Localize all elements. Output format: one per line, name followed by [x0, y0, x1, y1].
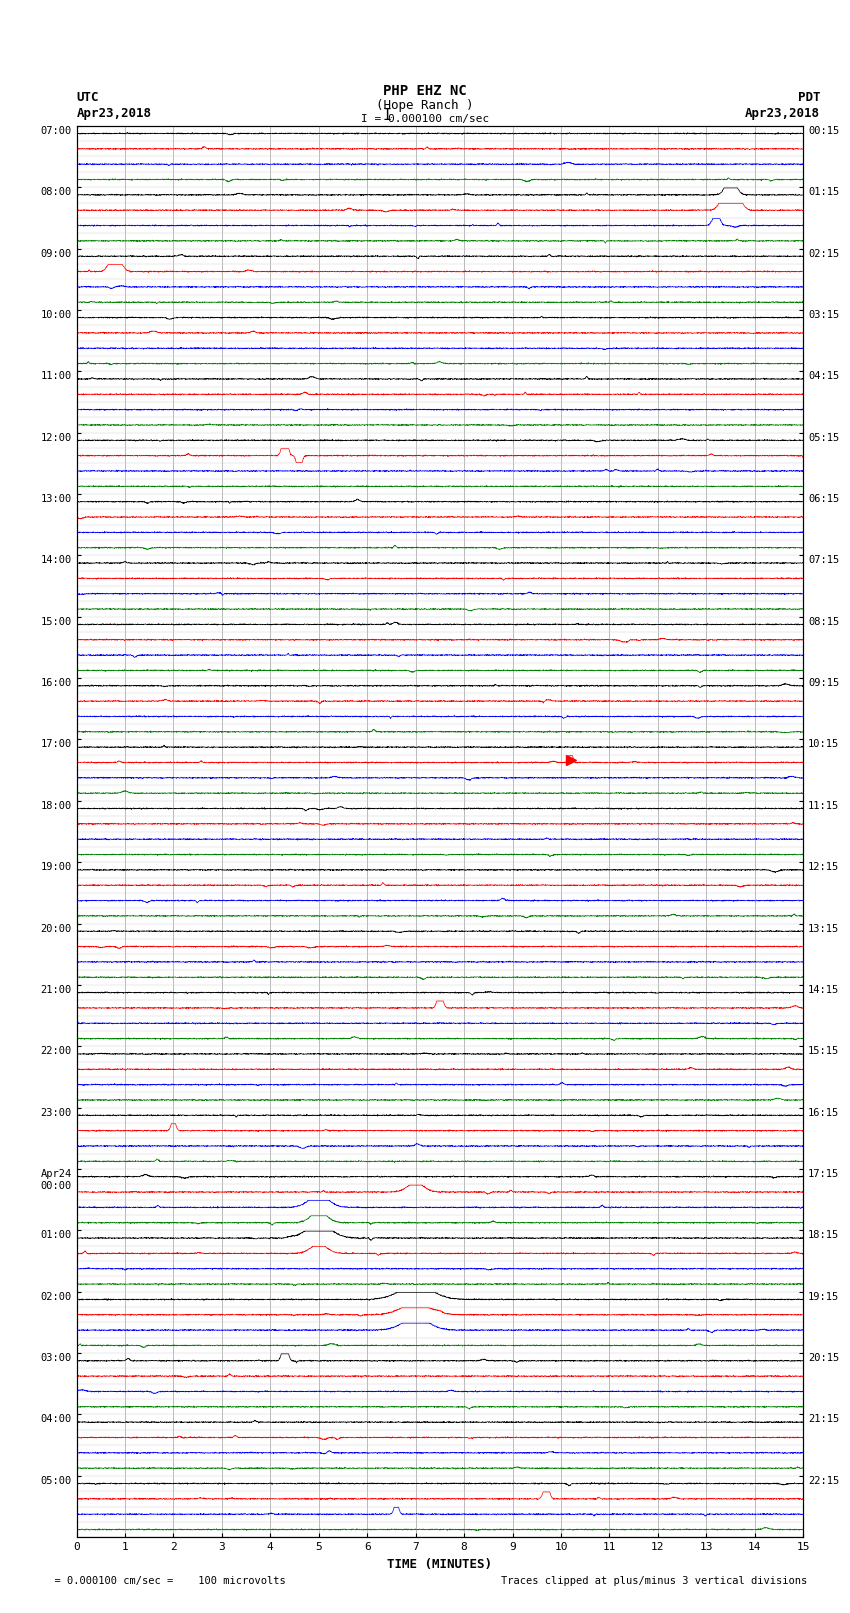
Text: UTC: UTC [76, 90, 99, 105]
Text: Apr23,2018: Apr23,2018 [76, 106, 151, 121]
Text: = 0.000100 cm/sec =    100 microvolts: = 0.000100 cm/sec = 100 microvolts [42, 1576, 286, 1586]
Text: (Hope Ranch ): (Hope Ranch ) [377, 98, 473, 113]
Text: I: I [382, 108, 391, 124]
X-axis label: TIME (MINUTES): TIME (MINUTES) [388, 1558, 492, 1571]
Text: I = 0.000100 cm/sec: I = 0.000100 cm/sec [361, 115, 489, 124]
Text: PHP EHZ NC: PHP EHZ NC [383, 84, 467, 97]
Text: Apr23,2018: Apr23,2018 [745, 106, 820, 121]
Text: PDT: PDT [798, 90, 820, 105]
Text: Traces clipped at plus/minus 3 vertical divisions: Traces clipped at plus/minus 3 vertical … [502, 1576, 808, 1586]
